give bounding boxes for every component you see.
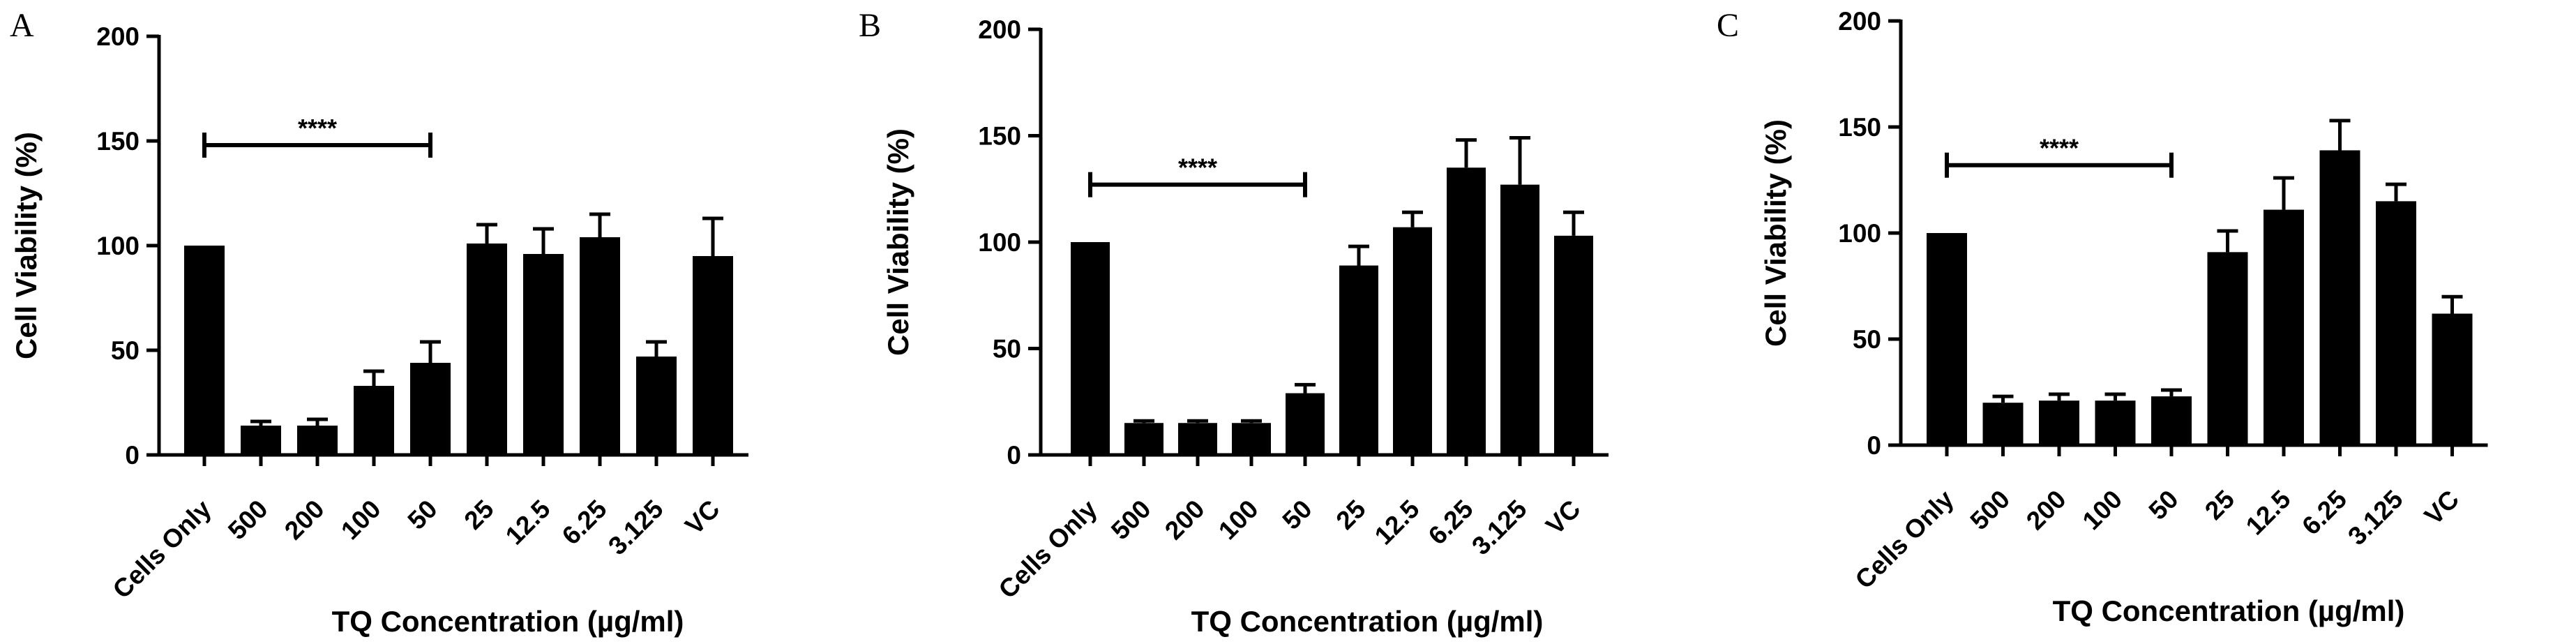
bar: [1232, 423, 1271, 455]
x-tick-label: 500: [223, 495, 273, 546]
x-tick-label: VC: [2419, 485, 2464, 530]
y-tick-label: 200: [1838, 7, 1881, 36]
bar: [1447, 167, 1486, 455]
x-tick-label: Cells Only: [1850, 484, 1959, 594]
bar: [1071, 242, 1110, 455]
y-axis-title: Cell Viability (%): [10, 132, 43, 359]
x-tick-label: 200: [2021, 485, 2072, 536]
significance-label: ****: [298, 114, 337, 142]
x-tick-label: 100: [336, 495, 386, 546]
x-tick-label: 25: [1331, 495, 1371, 535]
bar: [1982, 403, 2024, 445]
bar: [2432, 313, 2473, 445]
x-axis-title: TQ Concentration (µg/ml): [2053, 594, 2405, 627]
bar: [693, 256, 733, 455]
panel-letter: B: [859, 7, 881, 44]
x-tick-label: 500: [1106, 495, 1157, 546]
x-tick-label: 12.5: [2240, 485, 2296, 541]
y-tick-label: 100: [978, 228, 1021, 257]
x-tick-label: 50: [1277, 495, 1318, 535]
x-tick-label: 25: [2199, 485, 2240, 525]
y-tick-label: 0: [1867, 431, 1881, 460]
x-tick-label: VC: [1540, 495, 1585, 540]
y-tick-label: 0: [1007, 441, 1021, 470]
bar: [580, 237, 620, 455]
x-axis-title: TQ Concentration (µg/ml): [332, 605, 684, 638]
bar: [1339, 265, 1378, 455]
y-axis-title: Cell Viability (%): [882, 128, 914, 356]
bar: [184, 246, 225, 455]
y-tick-label: 50: [993, 335, 1021, 364]
x-tick-label: 200: [279, 495, 330, 546]
x-tick-label: 3.125: [2342, 485, 2408, 551]
bar: [2039, 400, 2079, 445]
bar: [1393, 227, 1432, 455]
bar: [1554, 235, 1593, 455]
x-tick-label: 200: [1159, 495, 1210, 546]
bar: [297, 426, 338, 455]
y-tick-label: 0: [125, 441, 140, 470]
x-tick-label: 50: [2144, 485, 2184, 525]
bar: [523, 254, 564, 455]
bar: [1927, 233, 1967, 445]
bar: [2095, 400, 2136, 445]
x-tick-label: Cells Only: [993, 494, 1103, 604]
y-tick-label: 50: [111, 336, 140, 365]
bar: [1286, 393, 1325, 455]
x-tick-label: VC: [679, 495, 725, 540]
bar: [1124, 423, 1163, 455]
x-tick-label: 12.5: [500, 495, 556, 551]
x-axis-title: TQ Concentration (µg/ml): [1191, 605, 1544, 638]
y-tick-label: 100: [1838, 219, 1881, 248]
bar: [354, 386, 394, 455]
x-tick-label: 100: [1213, 495, 1264, 546]
y-tick-label: 200: [96, 22, 140, 51]
significance-label: ****: [1178, 153, 1217, 182]
bar: [2207, 252, 2248, 445]
y-tick-label: 150: [1838, 113, 1881, 142]
y-axis-title: Cell Viability (%): [1759, 119, 1792, 347]
y-tick-label: 150: [96, 127, 140, 156]
bar: [2151, 396, 2192, 445]
x-tick-label: 100: [2077, 485, 2128, 536]
bar: [410, 363, 451, 455]
bar: [1500, 184, 1539, 455]
bar: [2376, 201, 2416, 445]
x-tick-label: 3.125: [603, 495, 668, 560]
bar: [467, 244, 507, 455]
bar: [2319, 150, 2360, 445]
bar: [241, 426, 281, 455]
panel-letter: A: [10, 7, 34, 44]
x-tick-label: 3.125: [1466, 495, 1532, 560]
x-tick-label: 12.5: [1369, 495, 1425, 551]
x-tick-label: 50: [402, 495, 443, 535]
x-tick-label: Cells Only: [107, 494, 217, 604]
bar: [2264, 209, 2304, 445]
x-tick-label: 500: [1965, 485, 2016, 536]
y-tick-label: 150: [978, 122, 1021, 151]
bar: [636, 357, 677, 455]
y-tick-label: 50: [1853, 325, 1881, 354]
bar: [1178, 423, 1217, 455]
panel-letter: C: [1717, 7, 1739, 44]
y-tick-label: 100: [96, 232, 140, 260]
significance-label: ****: [2040, 134, 2079, 163]
y-tick-label: 200: [978, 15, 1021, 44]
x-tick-label: 25: [459, 495, 499, 535]
